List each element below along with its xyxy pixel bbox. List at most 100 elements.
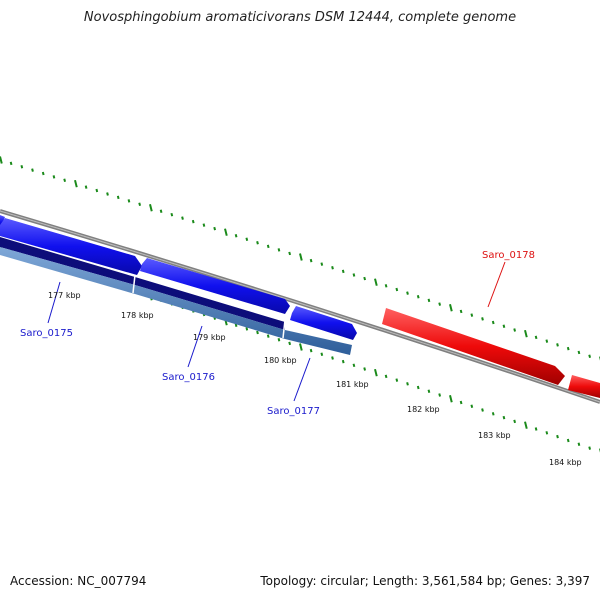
minor-tick bbox=[534, 427, 538, 431]
minor-tick bbox=[309, 258, 313, 263]
minor-tick bbox=[352, 273, 356, 277]
minor-tick bbox=[588, 354, 592, 358]
minor-tick bbox=[84, 185, 88, 189]
tick-label: 179 kbp bbox=[193, 333, 226, 342]
major-tick bbox=[149, 204, 153, 212]
minor-tick bbox=[427, 298, 431, 303]
tick-label: 178 kbp bbox=[121, 311, 154, 320]
minor-tick bbox=[427, 389, 431, 394]
major-tick bbox=[74, 179, 78, 188]
tick-label: 183 kbp bbox=[478, 431, 511, 440]
label-leader-saro-0176 bbox=[187, 325, 203, 368]
major-tick bbox=[524, 329, 528, 338]
gene-arrow-saro-0175[interactable] bbox=[0, 218, 142, 275]
major-tick bbox=[0, 156, 3, 164]
minor-tick bbox=[438, 393, 442, 397]
minor-tick bbox=[191, 219, 195, 224]
minor-tick bbox=[556, 343, 559, 347]
minor-tick bbox=[459, 400, 463, 405]
minor-tick bbox=[577, 442, 581, 447]
minor-tick bbox=[459, 309, 463, 314]
minor-tick bbox=[395, 287, 399, 292]
minor-tick bbox=[363, 367, 367, 371]
minor-tick bbox=[20, 164, 24, 169]
minor-tick bbox=[234, 323, 238, 328]
label-leader-saro-0178 bbox=[487, 261, 506, 308]
accession-text: Accession: NC_007794 bbox=[10, 574, 147, 588]
label-leader-saro-0177 bbox=[293, 357, 311, 402]
tick-label: 182 kbp bbox=[407, 405, 440, 414]
minor-tick bbox=[577, 350, 581, 355]
genome-backbone bbox=[0, 209, 600, 404]
gene-label-saro-0178[interactable]: Saro_0178 bbox=[482, 250, 535, 261]
minor-tick bbox=[588, 446, 592, 450]
minor-tick bbox=[170, 212, 174, 217]
minor-tick bbox=[52, 175, 56, 179]
gene-label-saro-0177[interactable]: Saro_0177 bbox=[267, 406, 320, 417]
major-tick bbox=[374, 368, 378, 377]
gene-separator bbox=[282, 319, 286, 339]
minor-tick bbox=[127, 199, 131, 203]
minor-tick bbox=[9, 161, 13, 166]
minor-tick bbox=[556, 434, 559, 439]
minor-tick bbox=[513, 328, 517, 332]
page-title: Novosphingobium aromaticivorans DSM 1244… bbox=[83, 10, 517, 25]
minor-tick bbox=[395, 378, 399, 382]
tick-label: 180 kbp bbox=[264, 356, 297, 365]
major-tick bbox=[449, 395, 453, 403]
minor-tick bbox=[320, 262, 324, 266]
minor-tick bbox=[159, 209, 163, 213]
minor-tick bbox=[481, 408, 484, 412]
minor-tick bbox=[138, 202, 142, 207]
minor-tick bbox=[406, 291, 409, 295]
minor-tick bbox=[256, 241, 259, 245]
minor-tick bbox=[288, 341, 292, 346]
minor-tick bbox=[256, 330, 259, 335]
gene-label-saro-0175[interactable]: Saro_0175 bbox=[20, 328, 73, 339]
minor-tick bbox=[491, 412, 495, 416]
gene-arrow-saro-0178[interactable] bbox=[382, 308, 565, 385]
minor-tick bbox=[416, 295, 420, 299]
minor-tick bbox=[545, 431, 549, 435]
major-tick bbox=[449, 304, 453, 312]
minor-tick bbox=[491, 320, 495, 325]
genome-backbone-highlight bbox=[0, 210, 600, 403]
minor-tick bbox=[266, 244, 270, 249]
minor-tick bbox=[331, 266, 334, 270]
topology-text: Topology: circular; Length: 3,561,584 bp… bbox=[260, 574, 590, 588]
minor-tick bbox=[502, 324, 506, 328]
minor-tick bbox=[277, 337, 281, 342]
minor-tick bbox=[416, 385, 420, 390]
minor-tick bbox=[106, 192, 109, 196]
tick-label: 181 kbp bbox=[336, 380, 369, 389]
minor-tick bbox=[213, 226, 217, 231]
gene-arrow-saro-0177[interactable] bbox=[290, 306, 357, 340]
minor-tick bbox=[352, 363, 356, 368]
minor-tick bbox=[245, 327, 249, 331]
minor-tick bbox=[513, 419, 517, 424]
minor-tick bbox=[63, 178, 67, 183]
minor-tick bbox=[288, 251, 292, 256]
minor-tick bbox=[41, 171, 45, 176]
minor-tick bbox=[406, 382, 409, 386]
major-tick bbox=[224, 228, 228, 236]
major-tick bbox=[299, 343, 303, 351]
gene-separator bbox=[132, 274, 136, 294]
gene-arrow-saro-0176[interactable] bbox=[140, 258, 290, 314]
minor-tick bbox=[331, 356, 334, 360]
minor-tick bbox=[481, 317, 484, 321]
minor-tick bbox=[341, 269, 345, 274]
minor-tick bbox=[438, 302, 442, 306]
minor-tick bbox=[502, 415, 506, 420]
gene-arrow-saro-0179[interactable] bbox=[568, 375, 600, 398]
major-tick bbox=[524, 421, 528, 429]
minor-tick bbox=[95, 188, 99, 193]
minor-tick bbox=[266, 334, 270, 338]
label-leader-saro-0175 bbox=[47, 281, 61, 324]
minor-tick bbox=[320, 352, 324, 357]
minor-tick bbox=[341, 359, 345, 364]
minor-tick bbox=[116, 195, 120, 200]
minor-tick bbox=[181, 216, 184, 220]
gene-label-saro-0176[interactable]: Saro_0176 bbox=[162, 372, 215, 383]
